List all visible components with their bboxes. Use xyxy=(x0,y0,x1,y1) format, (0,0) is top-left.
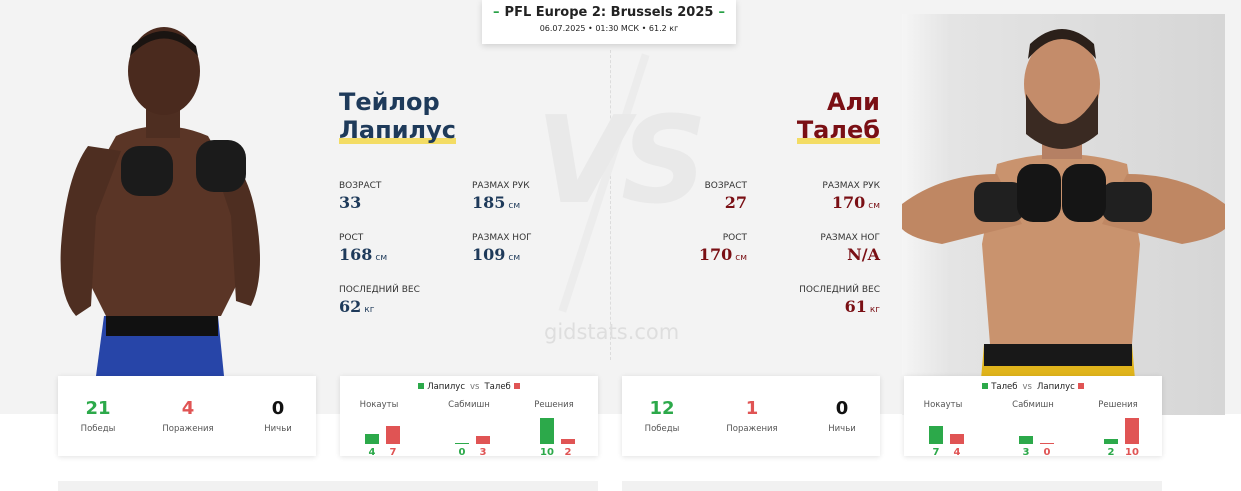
comparison-group: Нокауты 7 4 xyxy=(908,400,978,458)
stat-leg-reach: РАЗМАХ НОГ 109 см xyxy=(472,233,532,264)
bar-value-label: 4 xyxy=(953,447,961,458)
record-draws: 0 Ничьи xyxy=(264,398,292,434)
comparison-group-title: Сабмишн xyxy=(448,400,490,410)
bar-value-label: 10 xyxy=(1125,447,1139,458)
event-meta: 06.07.2025 • 01:30 МСК • 61.2 кг xyxy=(539,24,679,33)
bar-fighter-b xyxy=(476,436,490,444)
center-divider xyxy=(610,50,611,360)
last-name: Талеб xyxy=(796,116,880,144)
stat-reach: РАЗМАХ РУК 185 см xyxy=(472,181,530,212)
bar-fighter-a xyxy=(455,443,469,444)
comparison-card-right: Талеб vs Лапилус Нокауты 7 4 Сабмишн 3 0 Решения… xyxy=(904,376,1162,458)
comparison-group-title: Нокауты xyxy=(359,400,399,410)
stat-last-weight: ПОСЛЕДНИЙ ВЕС 62 кг xyxy=(339,285,420,316)
watermark: gidstats.com xyxy=(544,320,680,344)
record-losses: 1 Поражения xyxy=(726,398,778,434)
stat-age: ВОЗРАСТ 27 xyxy=(704,181,747,212)
bar-value-label: 0 xyxy=(1043,447,1051,458)
bar-value-label: 3 xyxy=(1022,447,1030,458)
next-section-card xyxy=(58,481,598,491)
comparison-group: Решения 2 10 xyxy=(1083,400,1153,458)
record-losses: 4 Поражения xyxy=(162,398,214,434)
event-title: – PFL Europe 2: Brussels 2025– xyxy=(493,5,725,20)
bar-fighter-b xyxy=(1125,418,1139,444)
first-name: Али xyxy=(827,88,880,116)
stat-last-weight: ПОСЛЕДНИЙ ВЕС 61 кг xyxy=(799,285,880,316)
first-name: Тейлор xyxy=(339,88,440,116)
bar-value-label: 2 xyxy=(1107,447,1115,458)
comparison-group-title: Решения xyxy=(534,400,574,410)
comparison-group-title: Сабмишн xyxy=(1012,400,1054,410)
bar-fighter-a xyxy=(929,426,943,444)
comparison-group: Сабмишн 3 0 xyxy=(998,400,1068,458)
stat-reach: РАЗМАХ РУК 170 см xyxy=(822,181,880,212)
bar-fighter-b xyxy=(561,439,575,444)
bar-value-label: 0 xyxy=(458,447,466,458)
record-wins: 21 Победы xyxy=(80,398,116,434)
comparison-group: Решения 10 2 xyxy=(519,400,589,458)
stat-height: РОСТ 168 см xyxy=(339,233,388,264)
bar-value-label: 4 xyxy=(368,447,376,458)
record-card-left: 21 Победы 4 Поражения 0 Ничьи xyxy=(58,376,316,456)
bar-value-label: 3 xyxy=(479,447,487,458)
stat-age: ВОЗРАСТ 33 xyxy=(339,181,382,212)
comparison-card-left: Лапилус vs Талеб Нокауты 4 7 Сабмишн 0 3 Решения… xyxy=(340,376,598,458)
bar-fighter-a xyxy=(1104,439,1118,444)
record-wins: 12 Победы xyxy=(644,398,680,434)
bar-value-label: 7 xyxy=(389,447,397,458)
last-name: Лапилус xyxy=(339,116,456,144)
comparison-legend: Лапилус vs Талеб xyxy=(340,382,598,392)
bar-fighter-a xyxy=(540,418,554,444)
fighter-right-photo xyxy=(902,14,1225,415)
bar-fighter-b xyxy=(1040,443,1054,444)
bar-value-label: 2 xyxy=(564,447,572,458)
next-section-card xyxy=(622,481,1162,491)
comparison-legend: Талеб vs Лапилус xyxy=(904,382,1162,392)
bar-fighter-b xyxy=(386,426,400,444)
record-draws: 0 Ничьи xyxy=(828,398,856,434)
bar-fighter-a xyxy=(365,434,379,444)
bar-value-label: 10 xyxy=(540,447,554,458)
record-card-right: 12 Победы 1 Поражения 0 Ничьи xyxy=(622,376,880,456)
comparison-group-title: Решения xyxy=(1098,400,1138,410)
comparison-group: Сабмишн 0 3 xyxy=(434,400,504,458)
event-header[interactable]: – PFL Europe 2: Brussels 2025– 06.07.2025… xyxy=(482,0,736,44)
fighter-left-photo xyxy=(46,16,276,376)
bar-value-label: 7 xyxy=(932,447,940,458)
stat-height: РОСТ 170 см xyxy=(698,233,747,264)
bar-fighter-b xyxy=(950,434,964,444)
stat-leg-reach: РАЗМАХ НОГ N/A xyxy=(820,233,880,264)
comparison-group-title: Нокауты xyxy=(923,400,963,410)
fighter-right-name[interactable]: Али Талеб xyxy=(796,88,880,144)
bar-fighter-a xyxy=(1019,436,1033,444)
comparison-group: Нокауты 4 7 xyxy=(344,400,414,458)
vs-mark: VS xyxy=(536,92,707,231)
fighter-left-name[interactable]: Тейлор Лапилус xyxy=(339,88,456,144)
